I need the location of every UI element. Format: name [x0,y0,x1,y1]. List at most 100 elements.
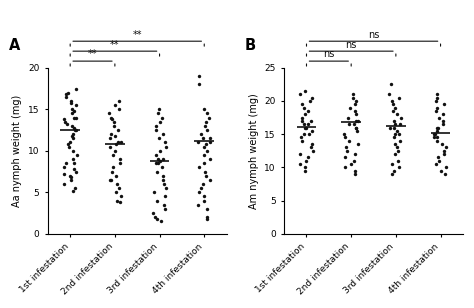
Point [70,148,77,153]
Y-axis label: Am nymph weight (mg): Am nymph weight (mg) [249,93,259,209]
Point [106,111,113,116]
Point [305,132,313,137]
Point [65,144,73,149]
Point [439,122,447,127]
Point [436,115,443,120]
Point [152,128,160,132]
Text: ns: ns [368,30,379,39]
Point [68,177,75,182]
Point [354,142,362,147]
Point [351,108,359,113]
Point [195,190,203,195]
Point [115,140,122,145]
Point [72,186,79,191]
Point [158,165,165,170]
Point [69,124,76,128]
Text: **: ** [110,39,119,50]
Point [201,144,208,149]
Point [206,156,214,161]
Point [307,99,314,103]
Point [206,136,213,141]
Point [110,119,118,124]
Point [397,115,404,120]
Point [69,136,77,141]
Point [113,198,120,203]
Point [350,95,357,100]
Point [203,111,210,116]
Point [351,172,359,176]
Point [68,133,76,138]
Point [201,152,208,157]
Point [353,125,360,130]
Point [71,125,78,130]
Point [117,140,124,145]
Point [106,144,114,149]
Point [301,165,309,170]
Point [350,122,358,127]
Point [197,186,205,191]
Point [200,198,208,203]
Point [160,132,167,137]
Point [443,165,450,170]
Point [108,117,116,122]
Point [302,158,310,163]
Point [115,99,123,103]
Point [161,194,169,199]
Point [72,86,80,91]
Point [297,152,304,156]
Point [69,132,77,137]
Point [308,118,315,123]
Point [73,128,80,132]
Text: A: A [9,38,20,53]
Point [154,161,161,166]
Point [112,173,119,178]
Point [351,168,359,173]
Point [434,105,441,110]
Point [388,99,396,103]
Point [354,118,362,123]
Point [201,169,209,174]
Point [200,136,207,141]
Point [67,99,75,103]
Point [207,140,214,145]
Point [394,158,401,163]
Point [341,165,348,170]
Point [196,82,203,87]
Point [71,167,78,172]
Point [302,125,310,130]
Point [308,95,316,100]
Point [351,152,358,156]
Point [435,158,443,163]
Point [345,138,353,143]
Point [202,119,210,124]
Point [391,135,398,140]
Point [352,125,360,130]
Point [63,94,70,99]
Point [392,132,399,137]
Point [432,132,439,137]
Point [156,119,164,124]
Point [162,144,169,149]
Point [347,162,355,167]
Point [159,156,166,161]
Point [442,145,450,150]
Point [203,216,211,221]
Point [346,105,354,110]
Point [68,111,76,116]
Point [107,177,115,182]
Point [116,156,123,161]
Point [150,211,157,216]
Point [111,148,118,153]
Point [159,173,167,178]
Point [203,128,211,132]
Point [154,198,161,203]
Point [343,148,350,153]
Point [157,219,165,224]
Point [194,140,201,145]
Point [60,165,68,170]
Point [309,148,316,153]
Point [438,168,445,173]
Point [391,118,398,123]
Point [197,132,205,137]
Point [62,161,70,166]
